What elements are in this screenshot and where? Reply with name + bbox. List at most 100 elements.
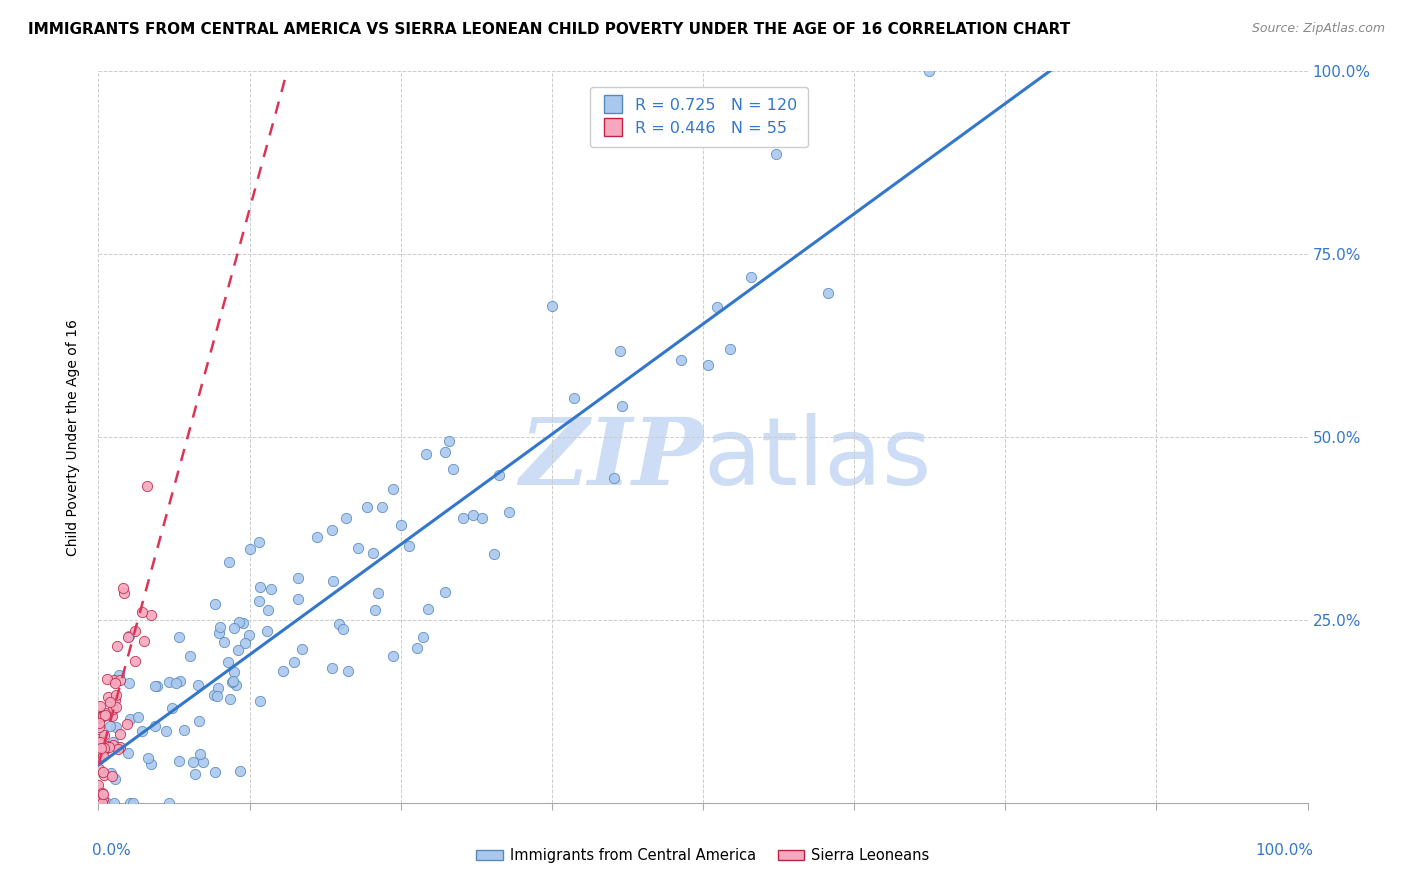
Point bbox=[696, 359, 718, 373]
Point bbox=[96, 739, 118, 753]
Point bbox=[381, 649, 404, 664]
Point bbox=[233, 636, 256, 650]
Point bbox=[205, 689, 228, 703]
Point bbox=[256, 624, 278, 638]
Point bbox=[918, 64, 941, 78]
Point bbox=[165, 676, 187, 690]
Point bbox=[89, 735, 111, 749]
Point bbox=[104, 720, 127, 734]
Point bbox=[108, 673, 131, 687]
Point bbox=[346, 541, 368, 556]
Point bbox=[398, 539, 420, 553]
Point bbox=[87, 796, 110, 810]
Point bbox=[104, 700, 127, 714]
Point bbox=[222, 621, 245, 635]
Point bbox=[103, 673, 125, 688]
Point bbox=[93, 740, 115, 755]
Point bbox=[155, 724, 177, 739]
Point bbox=[283, 655, 305, 669]
Point bbox=[115, 716, 138, 731]
Point bbox=[122, 796, 145, 810]
Point bbox=[104, 772, 127, 787]
Point bbox=[328, 617, 350, 632]
Point bbox=[124, 654, 146, 668]
Point bbox=[287, 592, 309, 607]
Point bbox=[101, 769, 124, 783]
Text: ZIP: ZIP bbox=[519, 414, 703, 504]
Point bbox=[111, 582, 134, 596]
Point bbox=[167, 755, 190, 769]
Point bbox=[706, 300, 728, 314]
Point bbox=[110, 726, 132, 740]
Point bbox=[226, 643, 249, 657]
Point bbox=[217, 655, 239, 669]
Point bbox=[89, 732, 111, 747]
Point bbox=[101, 738, 124, 752]
Point bbox=[91, 708, 114, 723]
Point bbox=[321, 661, 343, 675]
Point bbox=[136, 751, 159, 765]
Point bbox=[484, 547, 506, 561]
Point bbox=[136, 478, 159, 492]
Point bbox=[89, 796, 111, 810]
Point bbox=[740, 269, 762, 284]
Point bbox=[183, 767, 205, 781]
Point bbox=[91, 787, 114, 801]
Point bbox=[239, 541, 262, 556]
Point bbox=[87, 752, 110, 766]
Point bbox=[463, 508, 485, 523]
Point bbox=[260, 582, 283, 597]
Point bbox=[207, 681, 229, 695]
Point bbox=[98, 695, 121, 709]
Point bbox=[451, 510, 474, 524]
Point bbox=[91, 709, 114, 723]
Point bbox=[382, 482, 405, 496]
Point bbox=[112, 586, 135, 600]
Point bbox=[202, 689, 225, 703]
Point bbox=[218, 692, 240, 706]
Point bbox=[249, 694, 271, 708]
Point bbox=[208, 625, 231, 640]
Point bbox=[212, 635, 235, 649]
Point bbox=[765, 147, 787, 161]
Point bbox=[249, 580, 271, 594]
Point bbox=[96, 672, 118, 686]
Point bbox=[145, 679, 167, 693]
Point bbox=[232, 616, 254, 631]
Point bbox=[131, 605, 153, 619]
Point bbox=[117, 747, 139, 761]
Point bbox=[167, 631, 190, 645]
Point bbox=[221, 675, 243, 690]
Point bbox=[488, 467, 510, 482]
Point bbox=[273, 664, 295, 678]
Point bbox=[610, 399, 633, 413]
Point bbox=[321, 524, 343, 538]
Point bbox=[208, 620, 231, 634]
Point bbox=[335, 511, 357, 525]
Point bbox=[91, 749, 114, 764]
Point bbox=[228, 615, 250, 629]
Point bbox=[132, 634, 155, 648]
Point bbox=[91, 792, 114, 806]
Point bbox=[173, 723, 195, 737]
Point bbox=[249, 534, 271, 549]
Point bbox=[287, 572, 309, 586]
Point bbox=[157, 796, 180, 810]
Text: atlas: atlas bbox=[703, 413, 931, 505]
Point bbox=[145, 719, 167, 733]
Point bbox=[817, 285, 839, 300]
Point bbox=[157, 675, 180, 690]
Point bbox=[118, 676, 141, 690]
Y-axis label: Child Poverty Under the Age of 16: Child Poverty Under the Age of 16 bbox=[66, 318, 80, 556]
Point bbox=[191, 755, 214, 769]
Point bbox=[118, 629, 141, 643]
Point bbox=[103, 796, 125, 810]
Text: 0.0%: 0.0% bbox=[93, 843, 131, 858]
Point bbox=[105, 639, 128, 653]
Point bbox=[93, 742, 115, 756]
Point bbox=[104, 676, 127, 690]
Point bbox=[439, 434, 461, 448]
Point bbox=[322, 574, 344, 588]
Point bbox=[93, 728, 115, 742]
Point bbox=[406, 640, 429, 655]
